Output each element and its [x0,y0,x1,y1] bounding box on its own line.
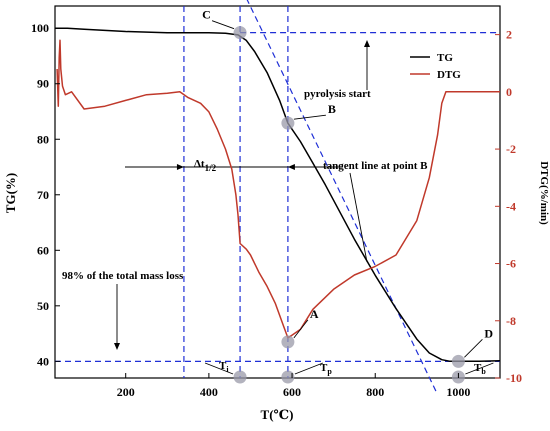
y-right-tick-label--4: -4 [506,199,516,213]
marker-point-tp [281,370,295,384]
tb-symbol: T [474,362,482,374]
y-axis-left-label: TG(%) [3,173,18,213]
ti-subscript: i [226,365,229,374]
series-layer [55,27,501,363]
reference-lines [55,0,500,395]
legend-tg-label: TG [437,52,453,64]
marker-label-b: B [328,102,336,116]
legend-dtg-label: DTG [437,69,461,81]
annotation-tp: Tp [320,362,332,376]
marker-label-c: C [202,8,211,22]
x-tick-label-200: 200 [117,385,135,399]
y-left-tick-label-100: 100 [31,21,49,35]
mass-loss-arrowhead [114,343,120,350]
y-right-tick-label--10: -10 [506,371,522,385]
marker-leader-a [293,319,309,339]
y-left-tick-label-60: 60 [37,243,49,257]
legend: TG DTG [410,52,461,81]
annotation-tb: Tb [474,362,486,376]
delta-t-arrow-right [287,164,295,171]
ticks: 200 400 600 800 1000 40 50 60 70 80 90 100 2 0 -2 -4 -6 -… [31,21,522,399]
marker-point-c [233,26,247,40]
x-tick-label-1000: 1000 [446,385,470,399]
marker-label-a: A [310,307,319,321]
tp-symbol: T [320,362,328,374]
y-left-tick-label-50: 50 [37,299,49,313]
marker-point-ti [233,370,247,384]
marker-leader-b [293,114,326,120]
markers: C B A D [114,8,494,384]
annotation-ti: Ti [219,360,229,374]
annotation-mass-loss: 98% of the total mass loss [62,270,184,282]
y-left-tick-label-70: 70 [37,188,49,202]
x-axis-label: T(℃) [261,407,294,422]
y-left-tick-label-80: 80 [37,132,49,146]
tangent-line-arrow [349,172,368,263]
x-tick-label-800: 800 [366,385,384,399]
marker-point-b [281,116,295,130]
tangent-line [246,0,439,395]
y-left-tick-label-40: 40 [37,354,49,368]
tp-subscript: p [327,367,332,376]
marker-leader-d [464,339,483,358]
delta-t-symbol: Δt [194,158,205,170]
x-tick-label-600: 600 [283,385,301,399]
y-right-tick-label--8: -8 [506,314,516,328]
pyrolysis-start-arrowhead [364,40,370,47]
tb-subscript: b [481,367,486,376]
y-right-tick-label-2: 2 [506,28,512,42]
marker-leader-tb [465,362,494,375]
delta-t-arrow-left [176,164,184,171]
series-line-tg [55,27,501,363]
x-tick-label-400: 400 [200,385,218,399]
marker-leader-tp [294,362,324,375]
annotation-pyrolysis-start: pyrolysis start [304,88,371,100]
y-right-tick-label-0: 0 [506,85,512,99]
marker-leader-ti [204,362,234,375]
y-left-tick-label-90: 90 [37,77,49,91]
marker-label-d: D [484,326,493,340]
marker-point-d [451,354,465,368]
delta-t-subscript: 1/2 [205,163,217,173]
annotation-tangent-line: tangent line at point B [323,160,428,172]
marker-point-a [281,335,295,349]
annotation-delta-t: Δt1/2 [194,158,217,173]
marker-leader-c [211,20,235,30]
y-right-tick-label--6: -6 [506,257,516,271]
series-line-dtg [56,39,500,339]
ti-symbol: T [219,360,227,372]
y-axis-right-label: DTG(%/min) [538,161,550,225]
plot-frame [54,5,501,379]
y-right-tick-label--2: -2 [506,142,516,156]
